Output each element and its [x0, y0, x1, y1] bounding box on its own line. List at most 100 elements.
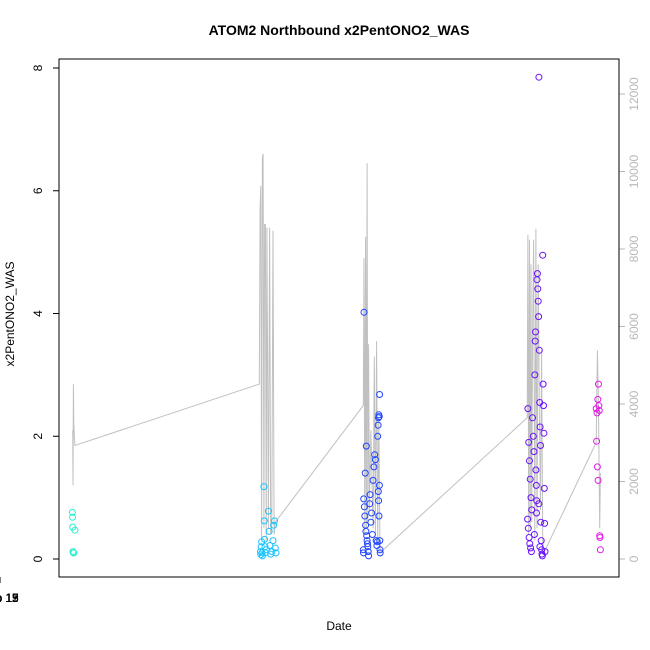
data-point [257, 551, 265, 559]
data-point [365, 552, 373, 560]
y2-tick-label: 4000 [627, 390, 641, 417]
data-points-group [68, 73, 604, 560]
data-point [264, 507, 272, 515]
data-point [375, 414, 382, 422]
data-point [361, 469, 369, 477]
data-point [534, 285, 542, 293]
data-point [272, 549, 280, 557]
data-point [360, 549, 367, 557]
data-point [535, 346, 543, 354]
data-point [596, 534, 604, 541]
data-point [524, 405, 532, 413]
data-point [537, 537, 545, 545]
data-point [362, 527, 370, 535]
data-point [261, 549, 269, 557]
data-point [364, 548, 372, 556]
data-point [527, 544, 535, 552]
data-point [373, 538, 381, 546]
data-point [533, 509, 540, 517]
data-point [524, 524, 532, 532]
data-point [376, 391, 384, 398]
data-point [371, 456, 379, 464]
data-point [528, 506, 536, 514]
data-line-group [72, 153, 601, 555]
data-point [375, 413, 383, 421]
x-tick-label: Feb 17 [0, 591, 19, 605]
data-point [540, 402, 547, 410]
x-tick-label: Feb 11 [0, 591, 19, 605]
y2-tick-label: 12000 [627, 77, 641, 111]
data-point [536, 543, 544, 551]
data-point [366, 491, 374, 499]
data-point [594, 476, 602, 484]
x-tick-label: Feb 19 [0, 591, 19, 605]
data-point [270, 521, 278, 529]
data-point [361, 512, 369, 520]
data-point [526, 540, 534, 548]
data-point [526, 475, 534, 483]
data-point [535, 73, 543, 81]
data-point [260, 483, 268, 491]
data-point [360, 495, 368, 503]
data-point [359, 546, 367, 554]
data-point [368, 531, 376, 538]
y-tick-label: 4 [31, 310, 45, 317]
data-point [539, 251, 547, 259]
data-point [537, 442, 544, 449]
data-point [593, 437, 601, 445]
data-point [376, 549, 384, 557]
data-point [374, 432, 382, 440]
y-tick-label: 2 [31, 433, 45, 440]
y-tick-label: 0 [31, 555, 45, 562]
data-point [532, 466, 540, 474]
data-point [375, 497, 383, 505]
data-point [360, 308, 368, 316]
data-point [271, 517, 278, 525]
data-point [531, 337, 539, 345]
data-point [371, 451, 379, 459]
data-point [364, 540, 371, 548]
data-point [527, 494, 535, 502]
data-point [530, 531, 538, 538]
data-point [260, 517, 268, 525]
data-point [593, 463, 601, 471]
data-point [271, 544, 279, 552]
data-point [369, 476, 377, 484]
data-point [539, 380, 547, 388]
data-point [535, 313, 543, 321]
data-point [529, 414, 536, 422]
data-point [267, 550, 275, 558]
data-point [540, 429, 548, 437]
data-point [265, 527, 273, 535]
data-point [534, 297, 542, 305]
plot-frame [58, 58, 620, 578]
data-point [541, 548, 549, 556]
chart-title: ATOM2 Northbound x2PentONO2_WAS [209, 22, 470, 38]
data-point [525, 438, 533, 446]
data-point [540, 484, 548, 492]
data-point [532, 328, 539, 336]
data-point [526, 457, 533, 465]
axes-group: 0 2 4 6 8 0 2000 4000 6000 8000 10000 12000 Feb 11Fe… [0, 64, 641, 605]
data-point [368, 509, 376, 517]
data-point [529, 432, 537, 440]
data-point [68, 508, 76, 516]
data-point [372, 537, 380, 545]
data-point [269, 537, 277, 545]
data-point [370, 463, 378, 471]
x-axis-label: Date [326, 619, 352, 633]
y-tick-label: 8 [31, 64, 45, 71]
data-point [532, 481, 540, 489]
data-point [595, 380, 602, 388]
x-tick-label: Feb 13 [0, 591, 19, 605]
data-line [72, 153, 601, 555]
data-point [530, 448, 538, 456]
data-point [360, 503, 368, 511]
data-point [362, 442, 370, 450]
data-point [594, 395, 602, 403]
data-point [595, 402, 603, 410]
data-point [536, 423, 544, 431]
y2-tick-label: 8000 [627, 235, 641, 262]
data-point [533, 276, 541, 284]
